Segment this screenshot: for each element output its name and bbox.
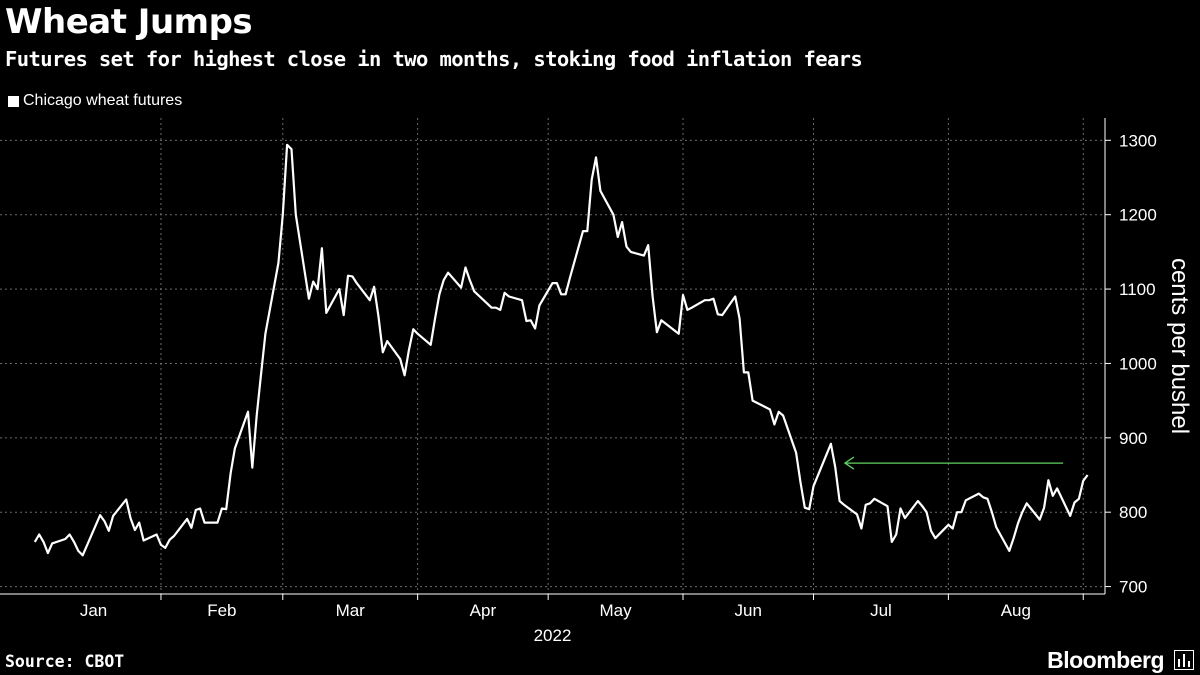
brand-logo: Bloomberg [1047,647,1164,673]
x-axis-year-label: 2022 [534,626,572,645]
x-tick-label: Jul [870,601,892,620]
source-note: Source: CBOT [5,652,125,671]
y-tick-label: 800 [1119,503,1147,522]
legend-swatch [8,95,19,107]
y-tick-label: 1100 [1119,280,1156,299]
series-line-chicago-wheat-futures [33,143,1089,557]
legend: Chicago wheat futures [8,90,182,112]
x-tick-label: Mar [336,601,366,620]
bloomberg-chart-icon [1174,650,1194,670]
x-tick-label: Apr [470,601,497,620]
y-tick-label: 1200 [1119,206,1157,225]
y-tick-label: 900 [1119,429,1147,448]
y-tick-label: 700 [1119,578,1147,597]
chart-title: Wheat Jumps [5,2,253,42]
x-tick-label: Jun [735,601,762,620]
y-tick-label: 1000 [1119,354,1157,373]
legend-label: Chicago wheat futures [23,92,183,109]
x-tick-label: Feb [207,601,236,620]
x-tick-label: Jan [80,601,107,620]
y-axis-label: cents per bushel [1166,258,1193,434]
x-tick-label: May [600,601,633,620]
annotation-arrow-head [843,456,855,470]
x-tick-label: Aug [1001,601,1031,620]
chart-subtitle: Futures set for highest close in two mon… [5,47,863,71]
y-tick-label: 1300 [1119,131,1157,150]
